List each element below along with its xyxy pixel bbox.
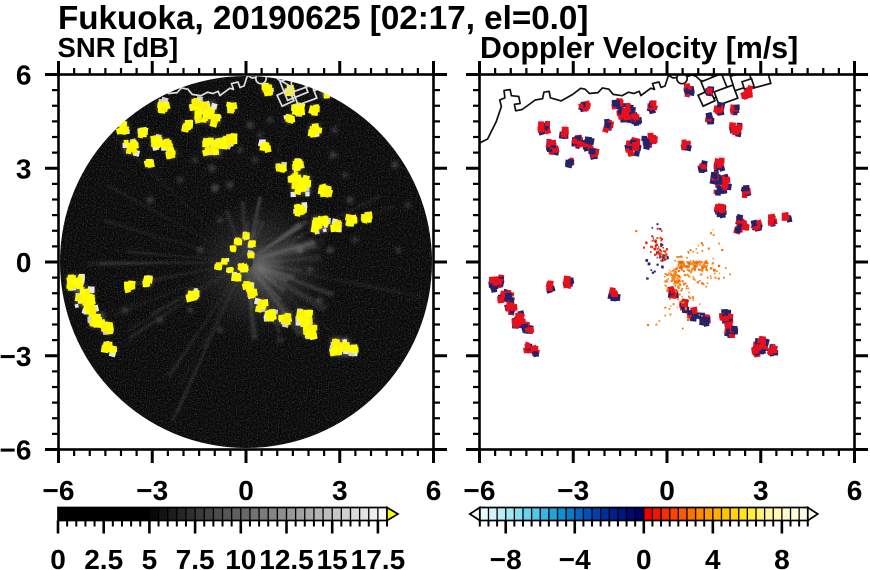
svg-text:12.5: 12.5 bbox=[259, 544, 314, 570]
svg-text:0: 0 bbox=[238, 475, 254, 506]
svg-text:17.5: 17.5 bbox=[351, 544, 406, 570]
svg-text:−6: −6 bbox=[464, 475, 496, 506]
svg-text:6: 6 bbox=[16, 60, 32, 91]
svg-text:3: 3 bbox=[753, 475, 769, 506]
svg-text:2.5: 2.5 bbox=[84, 544, 123, 570]
svg-text:15: 15 bbox=[317, 544, 348, 570]
svg-text:6: 6 bbox=[847, 475, 863, 506]
svg-text:−8: −8 bbox=[490, 544, 522, 570]
svg-text:Doppler Velocity [m/s]: Doppler Velocity [m/s] bbox=[480, 32, 798, 65]
svg-text:4: 4 bbox=[705, 544, 721, 570]
svg-text:0: 0 bbox=[16, 247, 32, 278]
svg-text:−3: −3 bbox=[557, 475, 589, 506]
svg-text:SNR [dB]: SNR [dB] bbox=[58, 32, 179, 63]
svg-text:0: 0 bbox=[636, 544, 652, 570]
svg-text:−4: −4 bbox=[559, 544, 591, 570]
svg-text:0: 0 bbox=[50, 544, 66, 570]
svg-text:Fukuoka, 20190625 [02:17, el=0: Fukuoka, 20190625 [02:17, el=0.0] bbox=[58, 0, 588, 37]
svg-text:3: 3 bbox=[332, 475, 348, 506]
svg-text:−3: −3 bbox=[136, 475, 168, 506]
svg-text:−6: −6 bbox=[0, 435, 32, 466]
svg-text:8: 8 bbox=[774, 544, 790, 570]
svg-text:5: 5 bbox=[142, 544, 158, 570]
svg-text:3: 3 bbox=[16, 153, 32, 184]
svg-text:−3: −3 bbox=[0, 341, 32, 372]
svg-text:0: 0 bbox=[659, 475, 675, 506]
svg-text:10: 10 bbox=[225, 544, 256, 570]
svg-text:6: 6 bbox=[426, 475, 442, 506]
svg-text:7.5: 7.5 bbox=[176, 544, 215, 570]
svg-text:−6: −6 bbox=[43, 475, 75, 506]
